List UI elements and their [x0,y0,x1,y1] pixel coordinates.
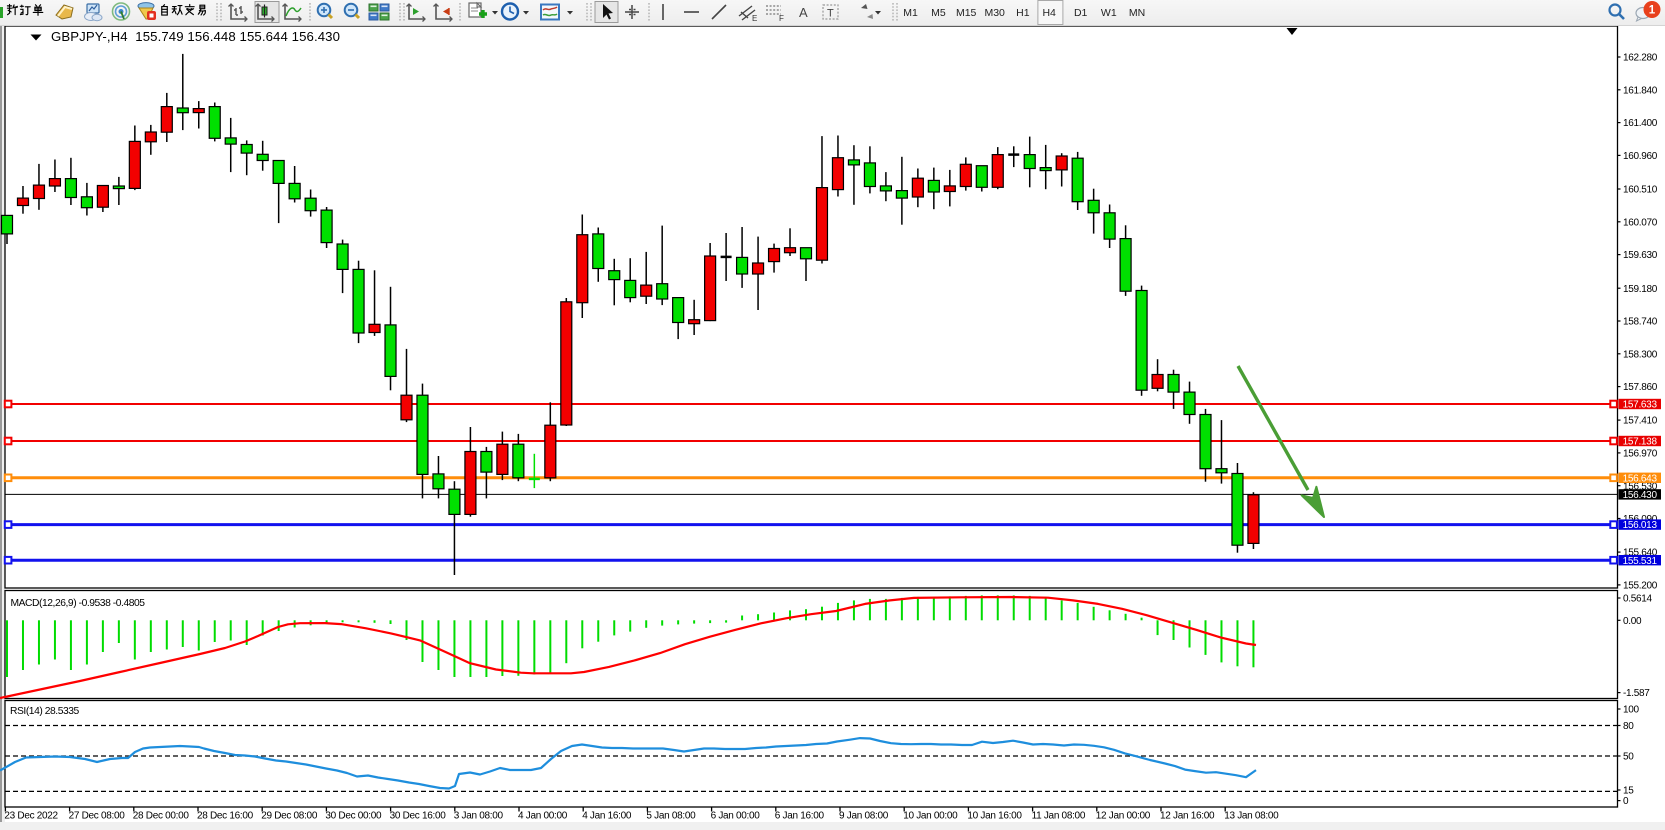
svg-text:9 Jan 08:00: 9 Jan 08:00 [839,811,889,822]
svg-text:4 Jan 16:00: 4 Jan 16:00 [582,811,632,822]
svg-text:10 Jan 00:00: 10 Jan 00:00 [903,811,958,822]
svg-text:0.5614: 0.5614 [1623,594,1653,605]
svg-text:3 Jan 08:00: 3 Jan 08:00 [454,811,504,822]
svg-text:156.430: 156.430 [1623,490,1658,501]
svg-text:W1: W1 [1101,7,1117,19]
svg-text:30 Dec 16:00: 30 Dec 16:00 [390,811,447,822]
svg-text:80: 80 [1623,721,1634,732]
svg-text:12 Jan 16:00: 12 Jan 16:00 [1160,811,1215,822]
svg-text:157.138: 157.138 [1623,437,1658,448]
svg-text:M1: M1 [903,7,918,19]
svg-text:156.530: 156.530 [1623,481,1658,492]
svg-text:50: 50 [1623,752,1634,763]
svg-text:157.860: 157.860 [1623,382,1658,393]
svg-text:M15: M15 [956,7,977,19]
svg-text:MACD(12,26,9) -0.9538 -0.4805: MACD(12,26,9) -0.9538 -0.4805 [11,598,146,609]
svg-text:6 Jan 00:00: 6 Jan 00:00 [711,811,761,822]
svg-text:161.840: 161.840 [1623,85,1658,96]
svg-text:161.400: 161.400 [1623,118,1658,129]
svg-text:156.013: 156.013 [1623,520,1658,531]
svg-text:156.970: 156.970 [1623,449,1658,460]
svg-text:23 Dec 2022: 23 Dec 2022 [4,811,58,822]
svg-text:-1.587: -1.587 [1623,688,1650,699]
svg-text:155.531: 155.531 [1623,556,1658,567]
svg-text:27 Dec 08:00: 27 Dec 08:00 [69,811,126,822]
svg-text:11 Jan 08:00: 11 Jan 08:00 [1032,811,1086,822]
svg-text:155.640: 155.640 [1623,548,1658,559]
svg-text:0.00: 0.00 [1623,616,1642,627]
svg-text:28 Dec 00:00: 28 Dec 00:00 [133,811,190,822]
svg-text:1: 1 [1649,5,1656,17]
svg-text:29 Dec 08:00: 29 Dec 08:00 [261,811,318,822]
svg-text:28 Dec 16:00: 28 Dec 16:00 [197,811,254,822]
svg-text:158.740: 158.740 [1623,317,1658,328]
svg-text:160.960: 160.960 [1623,151,1658,162]
svg-text:0: 0 [1623,796,1629,807]
svg-text:GBPJPY-,H4 155.749 156.448 15: GBPJPY-,H4 155.749 156.448 155.644 156.4… [51,29,340,44]
svg-text:T: T [827,8,834,20]
svg-text:MN: MN [1129,7,1145,19]
svg-text:10 Jan 16:00: 10 Jan 16:00 [967,811,1022,822]
svg-text:155.200: 155.200 [1623,581,1658,592]
svg-text:6 Jan 16:00: 6 Jan 16:00 [775,811,825,822]
svg-text:13 Jan 08:00: 13 Jan 08:00 [1224,811,1279,822]
svg-text:156.643: 156.643 [1623,473,1658,484]
svg-text:12 Jan 00:00: 12 Jan 00:00 [1096,811,1151,822]
svg-text:15: 15 [1623,786,1634,797]
svg-text:159.180: 159.180 [1623,284,1658,295]
svg-text:M5: M5 [931,7,946,19]
svg-text:4 Jan 00:00: 4 Jan 00:00 [518,811,568,822]
svg-text:H1: H1 [1016,7,1030,19]
svg-text:100: 100 [1623,705,1640,716]
svg-text:H4: H4 [1042,7,1056,19]
svg-text:158.300: 158.300 [1623,349,1658,360]
svg-text:5 Jan 08:00: 5 Jan 08:00 [646,811,696,822]
svg-text:157.410: 157.410 [1623,416,1658,427]
svg-text:157.633: 157.633 [1623,400,1658,411]
svg-text:M30: M30 [984,7,1005,19]
svg-text:A: A [799,5,808,20]
svg-text:30 Dec 00:00: 30 Dec 00:00 [325,811,382,822]
svg-text:D1: D1 [1074,7,1088,19]
svg-text:160.070: 160.070 [1623,217,1658,228]
svg-text:RSI(14) 28.5335: RSI(14) 28.5335 [10,706,80,717]
svg-text:160.510: 160.510 [1623,185,1658,196]
svg-text:F: F [779,14,784,23]
svg-text:162.280: 162.280 [1623,53,1658,64]
svg-text:159.630: 159.630 [1623,250,1658,261]
svg-text:E: E [752,14,757,23]
